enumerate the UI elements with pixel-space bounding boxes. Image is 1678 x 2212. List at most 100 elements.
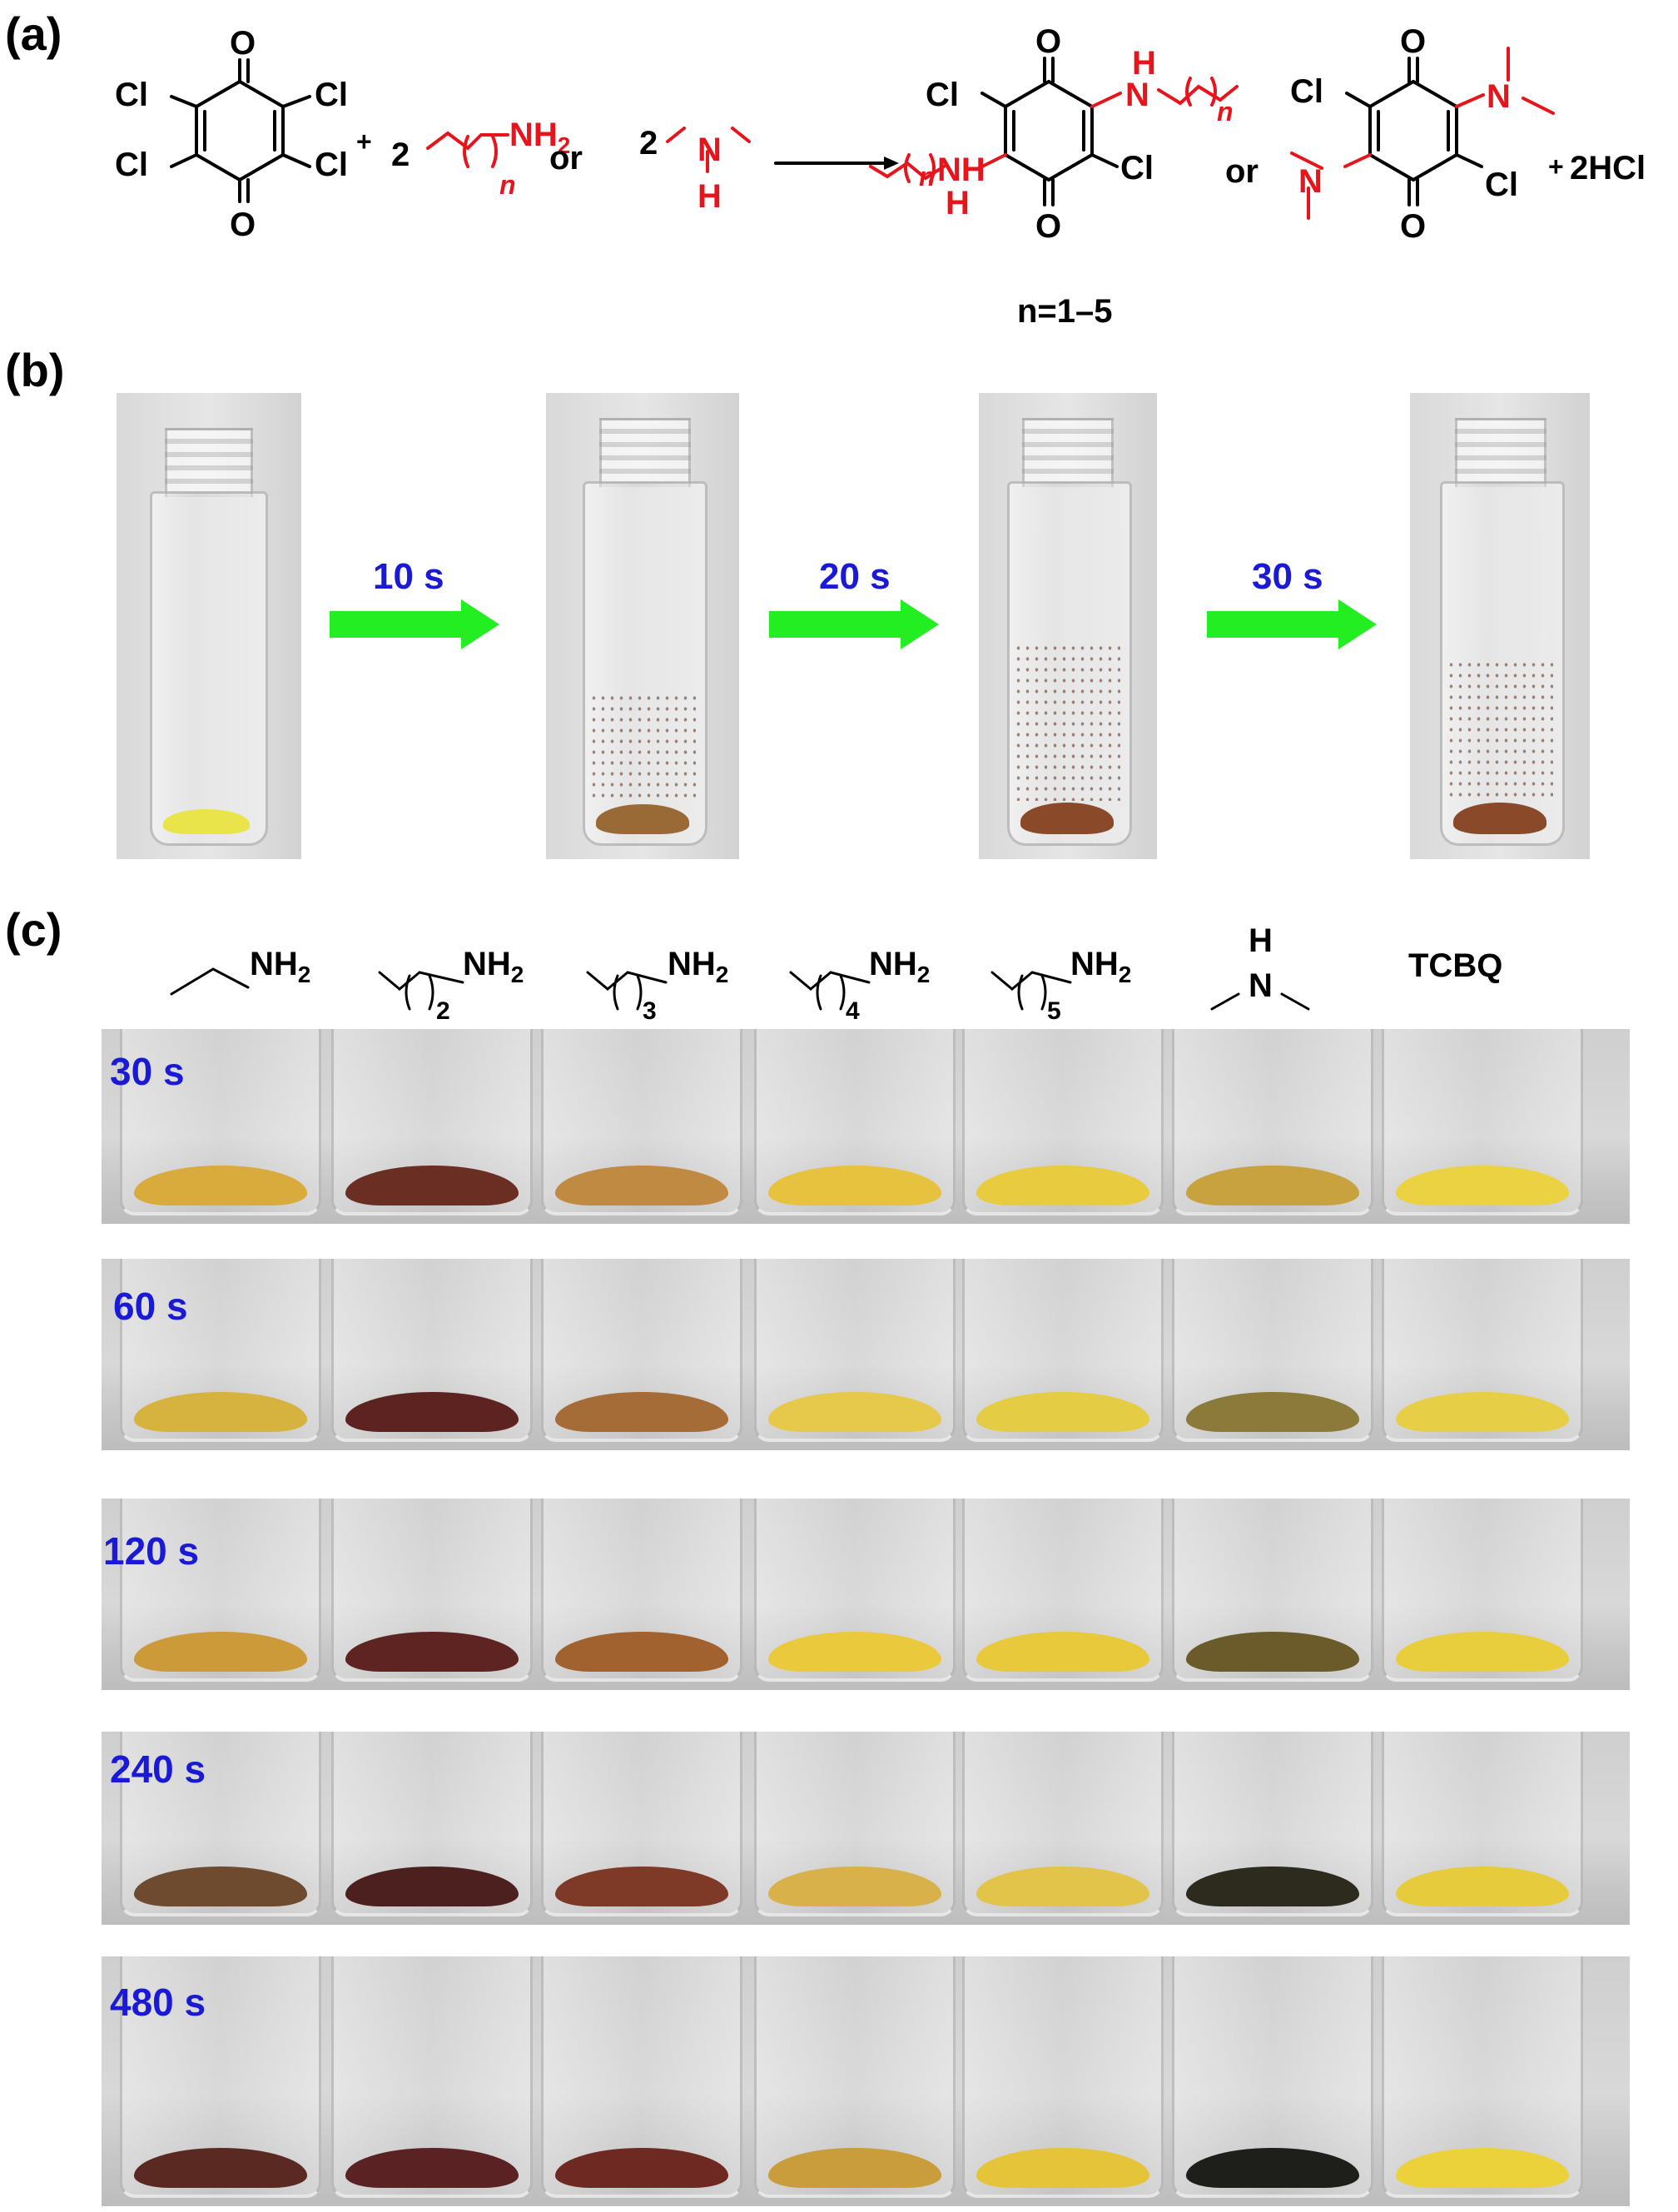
tcbq-cl-top-left: Cl xyxy=(115,77,148,113)
powder-4 xyxy=(768,1166,941,1205)
column-header-structures xyxy=(170,967,1310,1011)
panel-label-c: (c) xyxy=(5,903,62,956)
column-header-5-chain: 5 xyxy=(1047,997,1061,1025)
n-range-label: n=1–5 xyxy=(1017,293,1113,330)
column-header-1-sub: 2 xyxy=(297,962,311,987)
final-2hcl: 2HCl xyxy=(1570,150,1646,186)
product1-n-top: N xyxy=(1125,77,1149,113)
tube xyxy=(754,1499,956,1682)
column-header-5: NH2 xyxy=(1070,946,1131,988)
tcbq-cl-top-right: Cl xyxy=(315,77,348,113)
powder-3 xyxy=(555,1867,728,1906)
panel-label-b: (b) xyxy=(5,344,65,396)
tcbq-cl-bottom-right: Cl xyxy=(315,147,348,183)
column-header-4-chain: 4 xyxy=(846,997,860,1025)
powder-7 xyxy=(1396,1632,1569,1672)
tube xyxy=(120,1732,321,1916)
product1-h-top: H xyxy=(1132,45,1156,82)
tube xyxy=(1382,1259,1583,1442)
coeff-2-dimethylamine: 2 xyxy=(639,125,658,162)
column-header-3-main: NH xyxy=(668,946,716,982)
tube xyxy=(962,1956,1164,2198)
tube xyxy=(541,1732,742,1916)
column-header-6-h: H xyxy=(1249,922,1273,959)
tube xyxy=(1382,1732,1583,1916)
tube xyxy=(331,1499,533,1682)
tcbq-o-bottom: O xyxy=(230,206,256,243)
plus-sign: + xyxy=(356,127,372,157)
powder-4 xyxy=(768,1392,941,1432)
product2-o-bottom: O xyxy=(1400,208,1427,245)
column-header-3-sub: 2 xyxy=(715,962,729,987)
column-header-7: TCBQ xyxy=(1408,947,1503,984)
tube xyxy=(962,1499,1164,1682)
tube xyxy=(541,1956,742,2198)
row-480s: 480 s xyxy=(102,1956,1630,2206)
time-label-30s: 30 s xyxy=(110,1050,185,1093)
product1-cl-right: Cl xyxy=(1120,150,1154,186)
powder-1 xyxy=(134,1632,307,1672)
product2-cl-left: Cl xyxy=(1290,73,1323,110)
product1-o-bottom: O xyxy=(1035,208,1062,245)
tube xyxy=(120,1259,321,1442)
product1-h-bottom: H xyxy=(946,185,970,221)
powder-1 xyxy=(134,1166,307,1205)
tube xyxy=(1172,1499,1373,1682)
tube xyxy=(962,1029,1164,1215)
powder-7 xyxy=(1396,1166,1569,1205)
amine-nh: NH xyxy=(509,117,558,153)
powder-6 xyxy=(1186,1392,1359,1432)
product1-cl-left: Cl xyxy=(926,77,959,113)
powder-1 xyxy=(134,2148,307,2188)
column-header-4-main: NH xyxy=(869,946,917,982)
product2-cl-right: Cl xyxy=(1485,167,1518,203)
column-header-2-main: NH xyxy=(463,946,511,982)
row-240s: 240 s xyxy=(102,1732,1630,1925)
product1-n-index-top: n xyxy=(1217,97,1234,127)
column-header-1-main: NH xyxy=(250,946,298,982)
tube xyxy=(1382,1499,1583,1682)
tube xyxy=(754,1956,956,2198)
powder-4 xyxy=(768,2148,941,2188)
or-text-2: or xyxy=(1225,153,1258,190)
column-header-6-n: N xyxy=(1249,967,1273,1004)
powder-5 xyxy=(976,2148,1149,2188)
dimethylamine-n: N xyxy=(698,132,722,168)
product1-o-top: O xyxy=(1035,23,1062,60)
column-header-3-chain: 3 xyxy=(643,997,657,1025)
tube xyxy=(754,1029,956,1215)
powder-2 xyxy=(345,1632,519,1672)
tube xyxy=(331,1029,533,1215)
powder-4 xyxy=(768,1632,941,1672)
final-plus: + xyxy=(1548,152,1564,181)
powder-6 xyxy=(1186,1867,1359,1906)
powder-3 xyxy=(555,2148,728,2188)
powder-4 xyxy=(768,1867,941,1906)
powder-5 xyxy=(976,1392,1149,1432)
tube xyxy=(120,1956,321,2198)
powder-6 xyxy=(1186,1166,1359,1205)
amine-nh2: NH2 xyxy=(509,117,570,159)
column-header-2: NH2 xyxy=(463,946,524,988)
tube xyxy=(331,1259,533,1442)
tube xyxy=(1382,1956,1583,2198)
or-text-1: or xyxy=(549,140,583,176)
powder-6 xyxy=(1186,1632,1359,1672)
row-60s: 60 s xyxy=(102,1259,1630,1450)
arrow-label-30s: 30 s xyxy=(1252,556,1323,597)
powder-2 xyxy=(345,1867,519,1906)
powder-2 xyxy=(345,1392,519,1432)
powder-5 xyxy=(976,1632,1149,1672)
reaction-scheme xyxy=(170,47,1555,220)
powder-7 xyxy=(1396,1392,1569,1432)
powder-5 xyxy=(976,1867,1149,1906)
column-header-4: NH2 xyxy=(869,946,930,988)
tube xyxy=(541,1499,742,1682)
tube xyxy=(754,1259,956,1442)
product1-nh-bottom: NH xyxy=(937,152,985,188)
tube xyxy=(541,1259,742,1442)
powder-3 xyxy=(555,1166,728,1205)
tube xyxy=(754,1732,956,1916)
time-label-240s: 240 s xyxy=(110,1747,206,1791)
arrow-30s xyxy=(1207,599,1377,649)
